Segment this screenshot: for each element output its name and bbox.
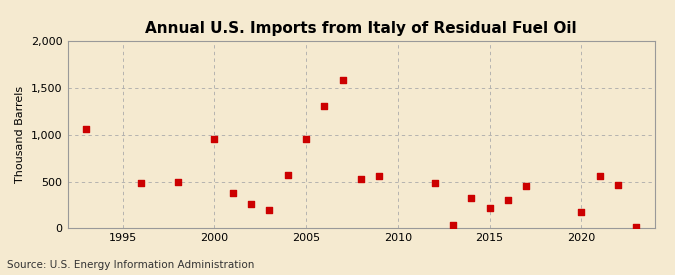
- Point: [466, 196, 477, 200]
- Point: [300, 137, 311, 142]
- Point: [502, 198, 513, 202]
- Point: [136, 181, 146, 186]
- Point: [576, 210, 587, 214]
- Point: [319, 104, 330, 108]
- Point: [631, 225, 642, 230]
- Point: [227, 191, 238, 195]
- Y-axis label: Thousand Barrels: Thousand Barrels: [16, 86, 26, 183]
- Point: [594, 174, 605, 178]
- Point: [374, 174, 385, 178]
- Text: Source: U.S. Energy Information Administration: Source: U.S. Energy Information Administ…: [7, 260, 254, 270]
- Point: [209, 137, 220, 142]
- Point: [356, 177, 367, 181]
- Point: [521, 184, 532, 188]
- Point: [80, 127, 91, 131]
- Point: [448, 222, 458, 227]
- Point: [246, 202, 256, 206]
- Point: [429, 181, 440, 186]
- Point: [172, 180, 183, 185]
- Point: [264, 208, 275, 213]
- Point: [484, 205, 495, 210]
- Point: [282, 173, 293, 177]
- Point: [338, 77, 348, 82]
- Title: Annual U.S. Imports from Italy of Residual Fuel Oil: Annual U.S. Imports from Italy of Residu…: [145, 21, 577, 36]
- Point: [613, 183, 624, 188]
